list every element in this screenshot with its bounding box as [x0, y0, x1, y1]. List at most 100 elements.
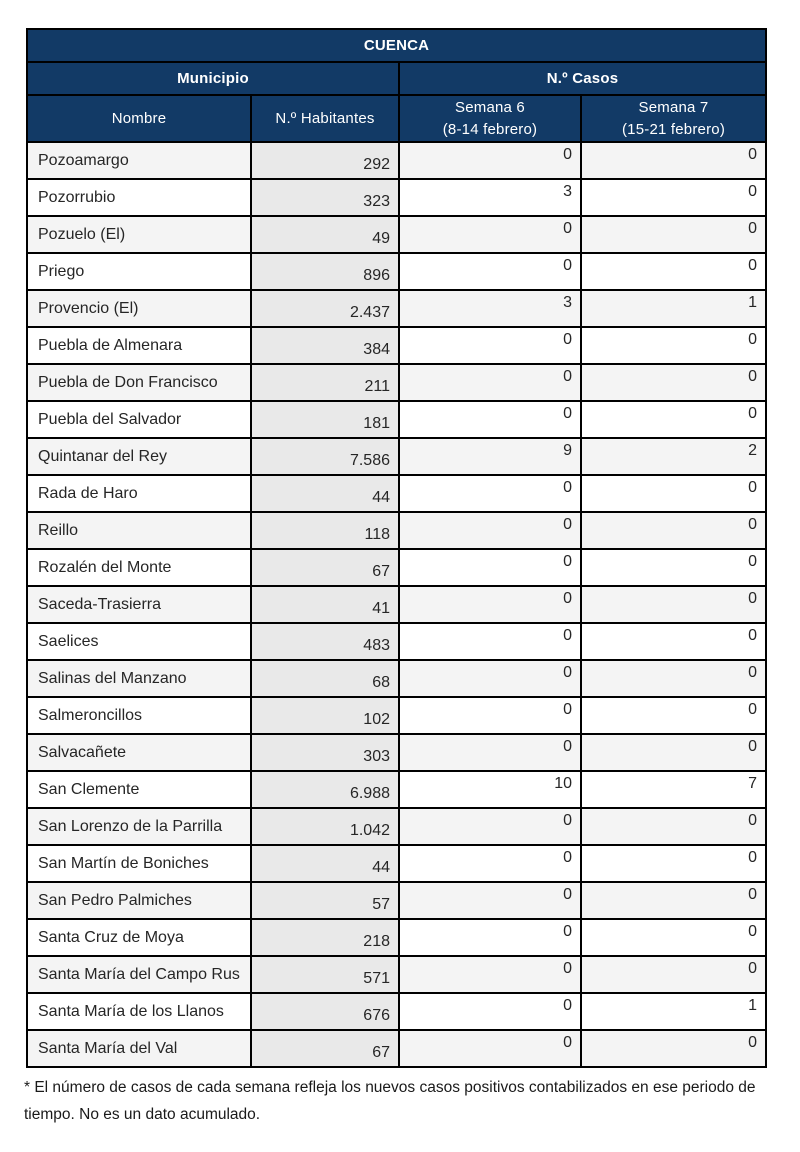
cell-semana7: 0 — [580, 659, 767, 698]
cell-nombre: Saceda-Trasierra — [26, 585, 252, 624]
cell-habitantes: 571 — [250, 955, 400, 994]
cell-semana6: 0 — [398, 659, 582, 698]
cell-semana7: 0 — [580, 918, 767, 957]
cell-semana7: 0 — [580, 363, 767, 402]
table-row: San Lorenzo de la Parrilla 1.042 0 0 — [26, 807, 767, 846]
cell-semana6: 0 — [398, 511, 582, 550]
table-row: Puebla del Salvador 181 0 0 — [26, 400, 767, 439]
cell-semana7: 0 — [580, 252, 767, 291]
cell-nombre: San Martín de Boniches — [26, 844, 252, 883]
cell-nombre: Puebla del Salvador — [26, 400, 252, 439]
table-row: Saelices 483 0 0 — [26, 622, 767, 661]
cell-habitantes: 44 — [250, 844, 400, 883]
cell-nombre: Santa María de los Llanos — [26, 992, 252, 1031]
cell-habitantes: 68 — [250, 659, 400, 698]
cell-habitantes: 2.437 — [250, 289, 400, 328]
cell-semana7: 0 — [580, 400, 767, 439]
cell-semana7: 0 — [580, 881, 767, 920]
cell-habitantes: 384 — [250, 326, 400, 365]
cell-semana7: 0 — [580, 511, 767, 550]
cell-semana6: 0 — [398, 400, 582, 439]
cell-habitantes: 57 — [250, 881, 400, 920]
cell-nombre: San Clemente — [26, 770, 252, 809]
cell-nombre: Rada de Haro — [26, 474, 252, 513]
cell-semana7: 0 — [580, 733, 767, 772]
table-row: Puebla de Almenara 384 0 0 — [26, 326, 767, 365]
cell-semana6: 0 — [398, 844, 582, 883]
cell-semana6: 3 — [398, 289, 582, 328]
cell-nombre: San Lorenzo de la Parrilla — [26, 807, 252, 846]
cell-habitantes: 44 — [250, 474, 400, 513]
cell-habitantes: 49 — [250, 215, 400, 254]
cell-habitantes: 218 — [250, 918, 400, 957]
table-row: Rada de Haro 44 0 0 — [26, 474, 767, 513]
table-row: Reillo 118 0 0 — [26, 511, 767, 550]
cell-semana6: 0 — [398, 474, 582, 513]
cell-nombre: Salinas del Manzano — [26, 659, 252, 698]
cell-semana7: 0 — [580, 548, 767, 587]
cell-habitantes: 67 — [250, 548, 400, 587]
table-body: Pozoamargo 292 0 0 Pozorrubio 323 3 0 Po… — [26, 141, 767, 1068]
cell-semana7: 0 — [580, 807, 767, 846]
cell-nombre: Pozoamargo — [26, 141, 252, 180]
cell-habitantes: 6.988 — [250, 770, 400, 809]
table-row: Pozuelo (El) 49 0 0 — [26, 215, 767, 254]
cell-semana6: 0 — [398, 548, 582, 587]
cell-nombre: Pozuelo (El) — [26, 215, 252, 254]
cell-nombre: Priego — [26, 252, 252, 291]
cell-semana6: 0 — [398, 696, 582, 735]
cell-semana6: 9 — [398, 437, 582, 476]
cell-semana7: 7 — [580, 770, 767, 809]
cell-habitantes: 7.586 — [250, 437, 400, 476]
cell-semana7: 0 — [580, 178, 767, 217]
cell-nombre: Puebla de Don Francisco — [26, 363, 252, 402]
table-row: Santa María de los Llanos 676 0 1 — [26, 992, 767, 1031]
cell-semana7: 0 — [580, 1029, 767, 1068]
cell-habitantes: 292 — [250, 141, 400, 180]
table-row: Priego 896 0 0 — [26, 252, 767, 291]
table-row: Pozorrubio 323 3 0 — [26, 178, 767, 217]
cell-semana7: 2 — [580, 437, 767, 476]
column-header-row: Nombre N.º Habitantes Semana 6 (8-14 feb… — [26, 94, 767, 143]
cell-semana7: 0 — [580, 622, 767, 661]
cell-nombre: Santa María del Val — [26, 1029, 252, 1068]
cell-nombre: Pozorrubio — [26, 178, 252, 217]
cell-habitantes: 896 — [250, 252, 400, 291]
cell-habitantes: 67 — [250, 1029, 400, 1068]
column-header-semana7: Semana 7 (15-21 febrero) — [580, 94, 767, 143]
cell-semana7: 1 — [580, 992, 767, 1031]
cell-nombre: Santa María del Campo Rus — [26, 955, 252, 994]
cell-nombre: Santa Cruz de Moya — [26, 918, 252, 957]
cell-semana6: 3 — [398, 178, 582, 217]
table-row: San Pedro Palmiches 57 0 0 — [26, 881, 767, 920]
cell-semana6: 10 — [398, 770, 582, 809]
cell-semana6: 0 — [398, 141, 582, 180]
cell-semana6: 0 — [398, 733, 582, 772]
cell-semana6: 0 — [398, 363, 582, 402]
table-row: Puebla de Don Francisco 211 0 0 — [26, 363, 767, 402]
table-row: San Clemente 6.988 10 7 — [26, 770, 767, 809]
cell-semana7: 0 — [580, 326, 767, 365]
cell-habitantes: 303 — [250, 733, 400, 772]
cell-semana6: 0 — [398, 622, 582, 661]
cell-habitantes: 41 — [250, 585, 400, 624]
cell-habitantes: 102 — [250, 696, 400, 735]
cell-semana7: 0 — [580, 844, 767, 883]
cell-nombre: Reillo — [26, 511, 252, 550]
cell-nombre: Saelices — [26, 622, 252, 661]
cell-semana7: 0 — [580, 955, 767, 994]
cell-semana6: 0 — [398, 1029, 582, 1068]
title-row: CUENCA — [26, 28, 767, 63]
column-header-habitantes: N.º Habitantes — [250, 94, 400, 143]
table-row: Provencio (El) 2.437 3 1 — [26, 289, 767, 328]
cell-semana6: 0 — [398, 252, 582, 291]
group-header-casos: N.º Casos — [398, 61, 767, 96]
cell-semana7: 0 — [580, 141, 767, 180]
table-row: San Martín de Boniches 44 0 0 — [26, 844, 767, 883]
cell-semana7: 1 — [580, 289, 767, 328]
cell-nombre: Rozalén del Monte — [26, 548, 252, 587]
cell-habitantes: 323 — [250, 178, 400, 217]
cell-semana6: 0 — [398, 585, 582, 624]
cell-semana6: 0 — [398, 215, 582, 254]
column-header-nombre: Nombre — [26, 94, 252, 143]
